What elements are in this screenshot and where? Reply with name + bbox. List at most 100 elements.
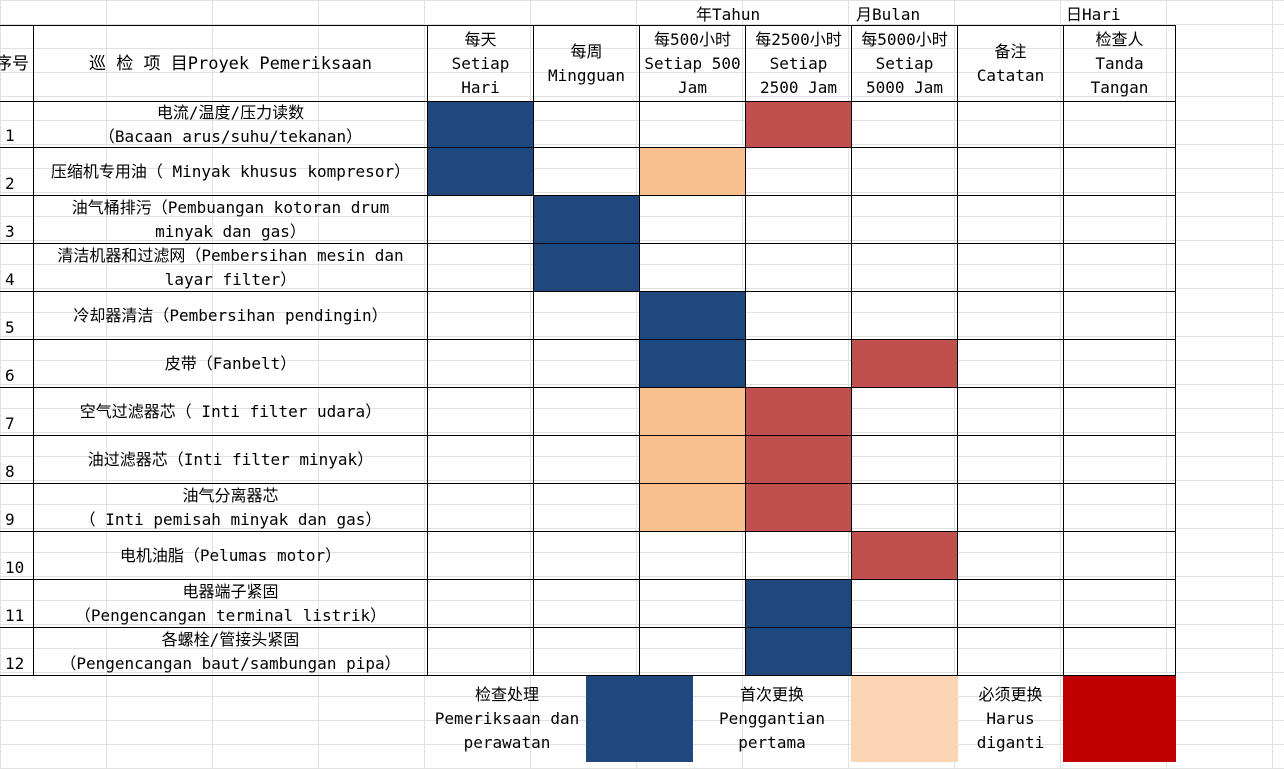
schedule-cell-inspect[interactable]	[639, 291, 746, 340]
row-item: 皮带（Fanbelt）	[33, 339, 428, 388]
schedule-cell-inspect[interactable]	[745, 627, 852, 676]
schedule-cell-first[interactable]	[639, 483, 746, 532]
schedule-cell[interactable]	[639, 101, 746, 148]
schedule-cell[interactable]	[851, 147, 958, 196]
schedule-cell[interactable]	[957, 101, 1064, 148]
schedule-cell[interactable]	[1063, 483, 1176, 532]
schedule-cell-replace[interactable]	[745, 101, 852, 148]
schedule-cell-first[interactable]	[639, 387, 746, 436]
schedule-cell[interactable]	[427, 483, 534, 532]
schedule-cell[interactable]	[427, 579, 534, 628]
header-500h-line1: 每500小时	[654, 29, 731, 49]
header-weekly-line2: Mingguan	[547, 65, 626, 85]
legend-inspect-swatch	[586, 676, 693, 762]
schedule-cell-first[interactable]	[639, 147, 746, 196]
schedule-cell[interactable]	[745, 291, 852, 340]
header-item: 巡 检 项 目Proyek Pemeriksaan	[33, 25, 428, 102]
schedule-cell[interactable]	[427, 627, 534, 676]
schedule-cell[interactable]	[851, 243, 958, 292]
schedule-cell[interactable]	[1063, 147, 1176, 196]
schedule-cell[interactable]	[851, 627, 958, 676]
row-item: 电器端子紧固 （Pengencangan terminal listrik）	[33, 579, 428, 628]
schedule-cell[interactable]	[533, 531, 640, 580]
schedule-cell[interactable]	[1063, 627, 1176, 676]
header-5000h-line1: 每5000小时	[861, 29, 948, 49]
row-number: 3	[0, 195, 34, 244]
schedule-cell[interactable]	[957, 339, 1064, 388]
schedule-cell[interactable]	[745, 195, 852, 244]
schedule-cell-replace[interactable]	[851, 339, 958, 388]
schedule-cell[interactable]	[1063, 435, 1176, 484]
schedule-cell[interactable]	[427, 195, 534, 244]
schedule-cell[interactable]	[957, 579, 1064, 628]
schedule-cell[interactable]	[851, 435, 958, 484]
schedule-cell[interactable]	[427, 291, 534, 340]
schedule-cell[interactable]	[1063, 387, 1176, 436]
schedule-cell[interactable]	[745, 243, 852, 292]
schedule-cell[interactable]	[533, 387, 640, 436]
schedule-cell[interactable]	[745, 147, 852, 196]
schedule-cell-inspect[interactable]	[427, 147, 534, 196]
row-item-line: 各螺栓/管接头紧固	[161, 629, 300, 649]
legend-replace-line2: Harus	[986, 709, 1035, 728]
schedule-cell[interactable]	[533, 483, 640, 532]
schedule-cell[interactable]	[957, 147, 1064, 196]
legend-replace-label: 必须更换 Harus diganti	[957, 676, 1064, 762]
schedule-cell[interactable]	[851, 387, 958, 436]
schedule-cell[interactable]	[427, 243, 534, 292]
schedule-cell[interactable]	[957, 435, 1064, 484]
schedule-cell[interactable]	[957, 291, 1064, 340]
schedule-cell[interactable]	[533, 435, 640, 484]
schedule-cell[interactable]	[957, 195, 1064, 244]
schedule-cell[interactable]	[427, 435, 534, 484]
schedule-cell-replace[interactable]	[851, 531, 958, 580]
schedule-cell[interactable]	[639, 579, 746, 628]
schedule-cell-replace[interactable]	[745, 435, 852, 484]
schedule-cell[interactable]	[957, 387, 1064, 436]
schedule-cell-inspect[interactable]	[427, 101, 534, 148]
schedule-cell[interactable]	[1063, 531, 1176, 580]
schedule-cell[interactable]	[851, 483, 958, 532]
schedule-cell[interactable]	[1063, 579, 1176, 628]
schedule-cell[interactable]	[957, 483, 1064, 532]
schedule-cell[interactable]	[957, 243, 1064, 292]
row-item: 油过滤器芯（Inti filter minyak）	[33, 435, 428, 484]
schedule-cell-replace[interactable]	[745, 483, 852, 532]
schedule-cell-first[interactable]	[639, 435, 746, 484]
schedule-cell[interactable]	[639, 627, 746, 676]
schedule-cell[interactable]	[533, 291, 640, 340]
schedule-cell[interactable]	[533, 339, 640, 388]
schedule-cell[interactable]	[533, 627, 640, 676]
schedule-cell[interactable]	[427, 339, 534, 388]
schedule-cell[interactable]	[851, 291, 958, 340]
schedule-cell[interactable]	[957, 531, 1064, 580]
schedule-cell-inspect[interactable]	[639, 339, 746, 388]
schedule-cell[interactable]	[427, 387, 534, 436]
schedule-cell[interactable]	[1063, 101, 1176, 148]
schedule-cell[interactable]	[533, 101, 640, 148]
schedule-cell-inspect[interactable]	[533, 195, 640, 244]
schedule-cell[interactable]	[639, 195, 746, 244]
schedule-cell[interactable]	[1063, 243, 1176, 292]
schedule-cell-replace[interactable]	[745, 387, 852, 436]
row-number: 12	[0, 627, 34, 676]
schedule-cell[interactable]	[533, 147, 640, 196]
row-item-line: 电机油脂（Pelumas motor）	[119, 545, 342, 565]
schedule-cell[interactable]	[427, 531, 534, 580]
row-item-line: 电流/温度/压力读数	[156, 102, 305, 122]
schedule-cell[interactable]	[957, 627, 1064, 676]
schedule-cell[interactable]	[1063, 291, 1176, 340]
schedule-cell[interactable]	[533, 579, 640, 628]
schedule-cell[interactable]	[745, 339, 852, 388]
schedule-cell[interactable]	[851, 195, 958, 244]
schedule-cell[interactable]	[1063, 195, 1176, 244]
header-5000h-line2: Setiap	[875, 53, 934, 73]
schedule-cell[interactable]	[639, 243, 746, 292]
schedule-cell[interactable]	[851, 579, 958, 628]
schedule-cell-inspect[interactable]	[745, 579, 852, 628]
schedule-cell[interactable]	[1063, 339, 1176, 388]
schedule-cell-inspect[interactable]	[533, 243, 640, 292]
schedule-cell[interactable]	[851, 101, 958, 148]
schedule-cell[interactable]	[639, 531, 746, 580]
schedule-cell[interactable]	[745, 531, 852, 580]
